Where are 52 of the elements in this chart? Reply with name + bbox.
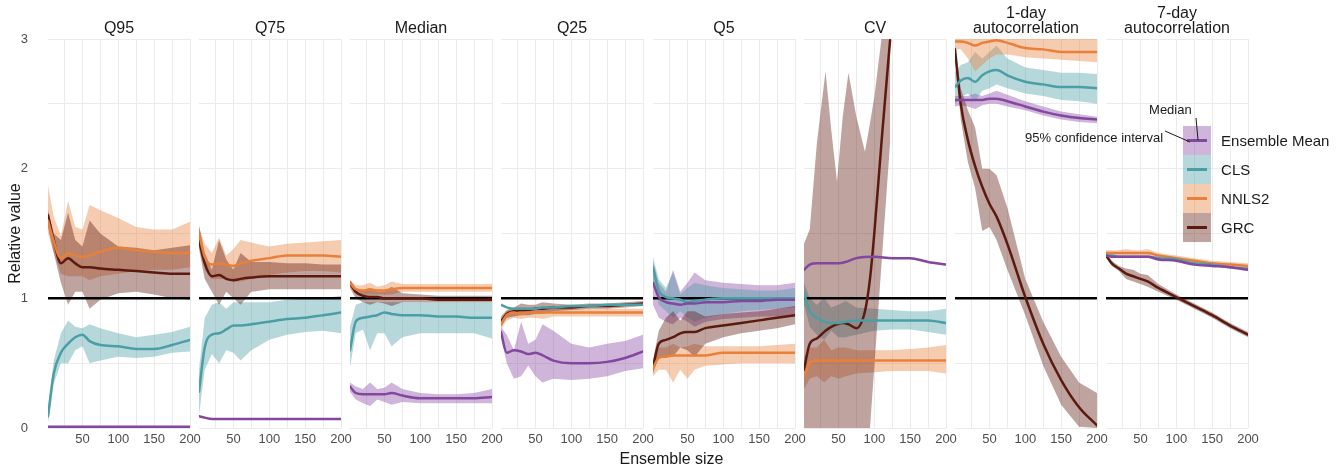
chart-title: Q95 — [103, 19, 135, 36]
x-tick-label: 200 — [632, 431, 655, 447]
annotation: Median — [1149, 102, 1192, 117]
x-tick-label: 150 — [596, 431, 619, 447]
y-tick-label: 1 — [20, 289, 28, 305]
x-tick-label: 150 — [445, 431, 468, 447]
annotation: 95% confidence interval — [1025, 130, 1164, 145]
x-tick-label: 150 — [747, 431, 770, 447]
legend-label: Ensemble Mean — [1221, 132, 1330, 149]
x-tick-label: 50 — [226, 431, 241, 447]
x-tick-label: 150 — [1050, 431, 1072, 447]
x-tick-label: 150 — [294, 431, 317, 447]
x-tick-label: 200 — [783, 431, 806, 447]
x-tick-label: 150 — [1201, 431, 1224, 447]
x-tick-label: 200 — [1237, 431, 1259, 447]
chart-title: Median — [395, 19, 448, 36]
x-axis-title: Ensemble size — [618, 450, 725, 468]
x-tick-label: 50 — [1133, 431, 1148, 447]
x-tick-label: 100 — [712, 431, 734, 447]
y-tick-label: 2 — [20, 160, 28, 176]
chart-title: 1-day autocorrelation — [972, 4, 1079, 36]
x-tick-label: 50 — [679, 431, 695, 447]
x-tick-label: 200 — [1086, 431, 1108, 447]
x-tick-label: 100 — [409, 431, 432, 447]
x-tick-label: 50 — [982, 431, 997, 447]
x-tick-label: 50 — [75, 431, 90, 447]
x-tick-label: 100 — [1014, 431, 1037, 447]
x-tick-label: 50 — [830, 431, 846, 447]
x-tick-label: 200 — [481, 431, 504, 447]
legend-label: NNLS2 — [1221, 190, 1270, 207]
chart-title: Q75 — [255, 19, 286, 36]
chart-title: CV — [863, 19, 887, 36]
x-tick-label: 200 — [179, 431, 201, 447]
x-tick-label: 100 — [863, 431, 885, 447]
legend-label: GRC — [1221, 219, 1255, 236]
chart-title: 7-day autocorrelation — [1124, 4, 1230, 36]
x-tick-label: 100 — [560, 431, 583, 447]
y-axis-title: Relative value — [6, 183, 24, 284]
x-tick-label: 150 — [143, 431, 165, 447]
chart-title: Q25 — [557, 19, 588, 36]
legend-label: CLS — [1221, 161, 1251, 178]
x-tick-label: 50 — [528, 431, 544, 447]
x-tick-label: 50 — [377, 431, 392, 447]
x-tick-label: 150 — [899, 431, 921, 447]
y-tick-label: 3 — [20, 30, 28, 46]
x-tick-label: 100 — [107, 431, 130, 447]
x-tick-label: 200 — [934, 431, 957, 447]
x-tick-label: 100 — [1165, 431, 1188, 447]
x-tick-label: 200 — [330, 431, 352, 447]
x-tick-label: 100 — [258, 431, 281, 447]
chart-title: Q5 — [712, 19, 735, 36]
y-tick-label: 0 — [20, 419, 28, 435]
